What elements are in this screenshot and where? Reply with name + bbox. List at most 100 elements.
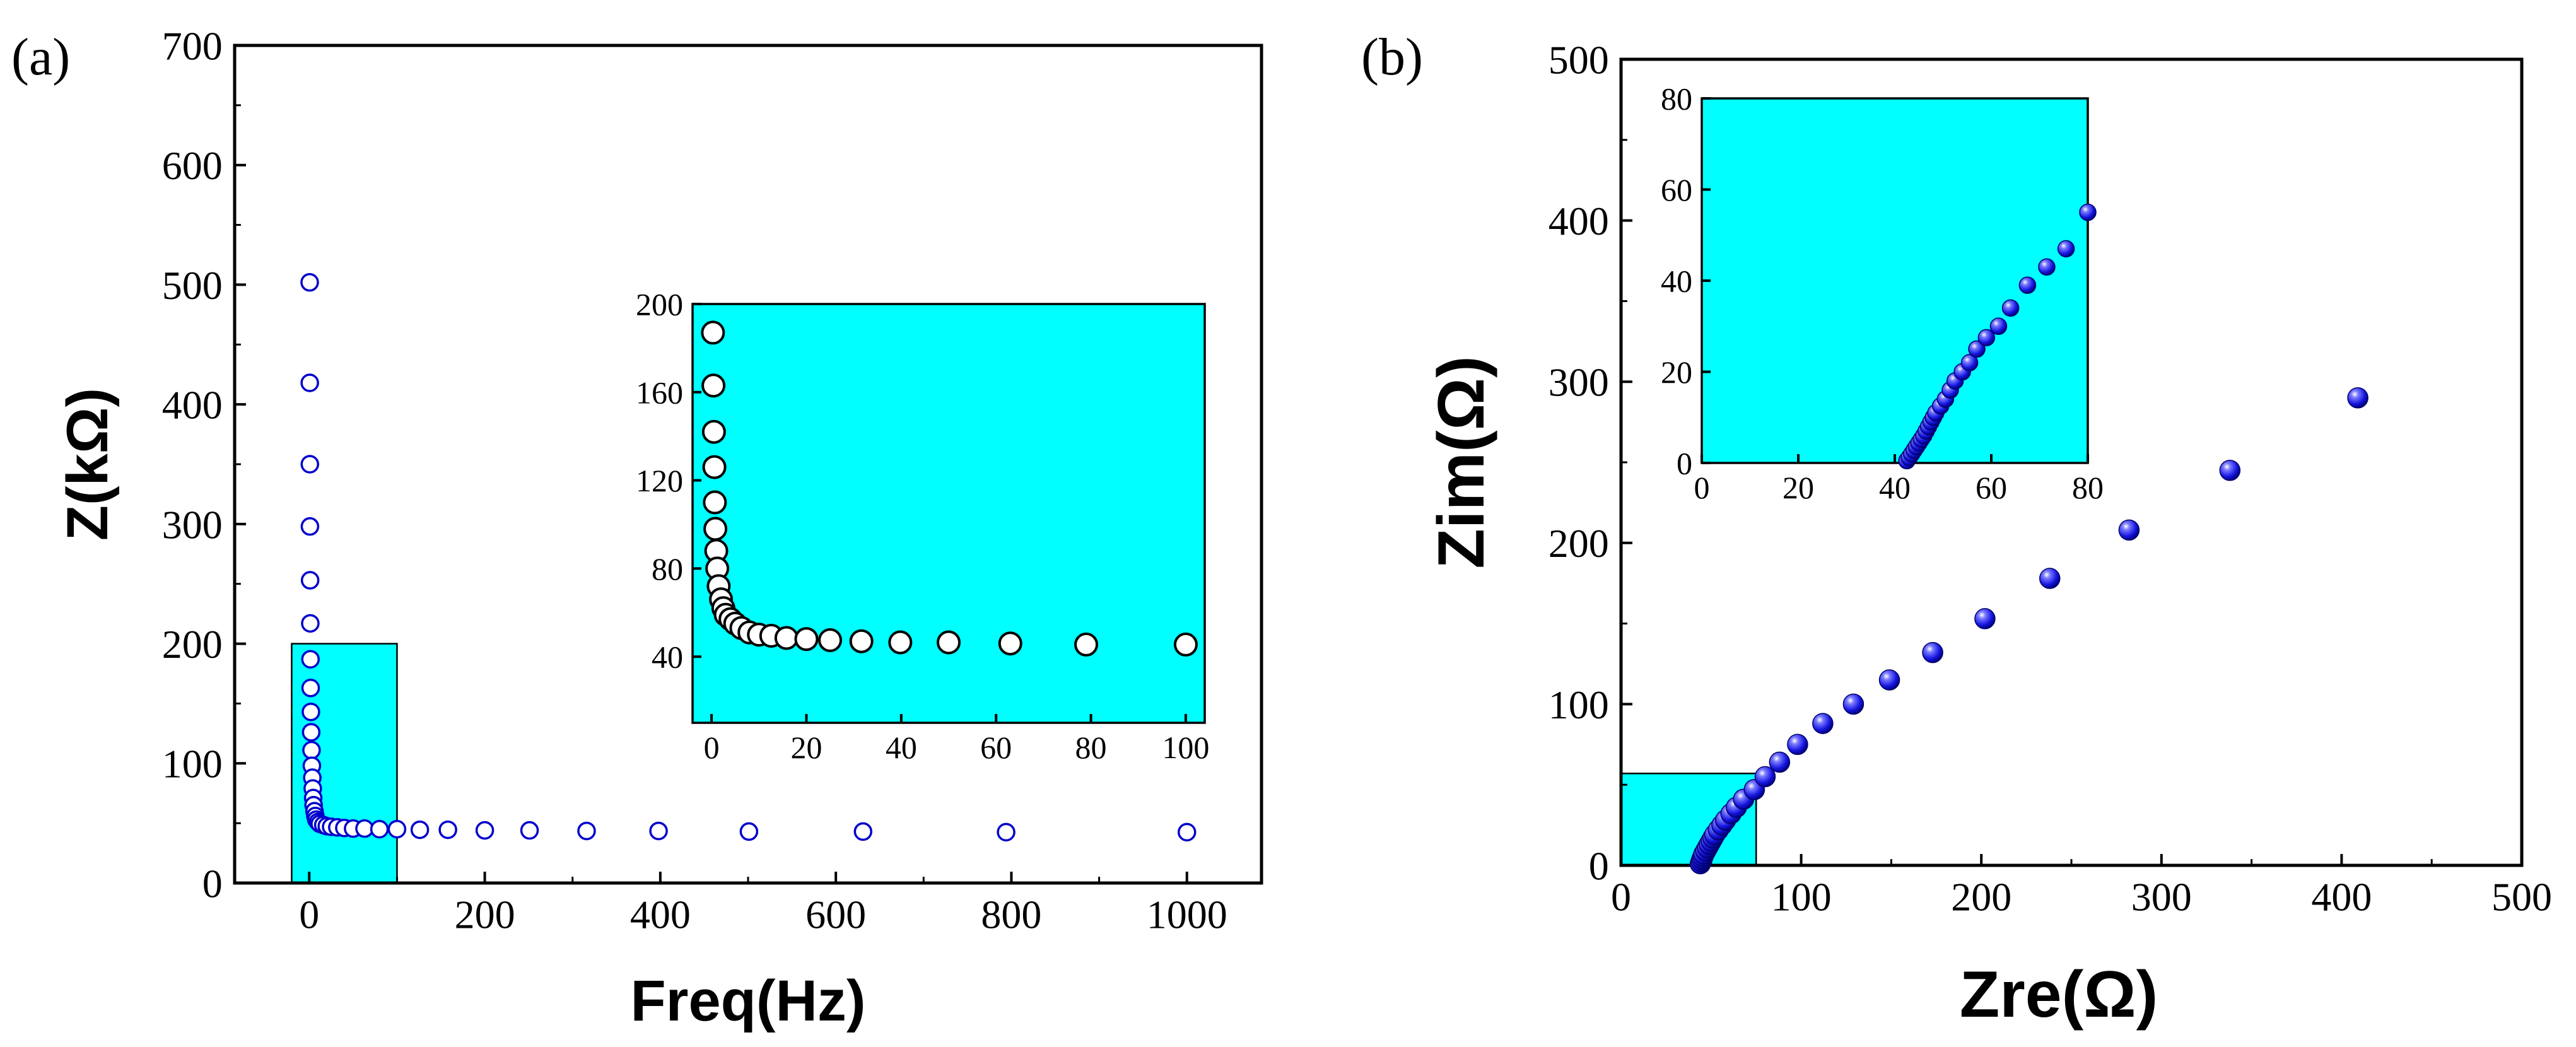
- b-x-tick-label: 0: [1611, 875, 1631, 920]
- a-point: [1177, 822, 1197, 842]
- a-inset-frame: [691, 303, 1206, 724]
- b-inset-x-tick-label: 60: [1976, 470, 2007, 505]
- a-inset-point: [888, 630, 913, 655]
- a-inset-point: [701, 419, 726, 444]
- a-point: [300, 571, 320, 590]
- b-inset-point: [1968, 340, 1986, 358]
- a-inset-x-tick-label: 40: [886, 730, 917, 765]
- b-y-tick-label: 500: [1549, 37, 1609, 82]
- a-y-tick-label: 400: [162, 383, 223, 428]
- b-y-tick-label: 200: [1549, 521, 1609, 566]
- b-y-tick-label: 0: [1589, 843, 1609, 888]
- a-point: [520, 821, 539, 840]
- a-point: [300, 272, 319, 292]
- b-inset-x-tick-label: 40: [1879, 470, 1911, 505]
- a-point: [300, 517, 320, 536]
- a-point: [475, 821, 495, 840]
- b-point: [1787, 734, 1808, 756]
- a-x-tick-label: 400: [630, 892, 691, 937]
- panel-a: 0 200 400 600 800 10000100200300400500600700F…: [56, 23, 1263, 1033]
- a-point: [410, 820, 430, 839]
- a-inset-point: [818, 628, 843, 652]
- a-x-tick-label: 600: [805, 892, 866, 937]
- a-point: [302, 702, 320, 722]
- b-inset-point: [2057, 240, 2075, 258]
- b-y-tick-label: 100: [1549, 682, 1609, 727]
- b-inset-x-tick-label: 0: [1694, 470, 1710, 505]
- b-inset-point: [2018, 276, 2037, 294]
- b-inset-y-tick-label: 60: [1661, 172, 1692, 208]
- b-point: [2219, 460, 2241, 481]
- a-inset-y-tick-label: 160: [636, 375, 683, 410]
- b-inset-point: [1977, 329, 1996, 347]
- a-inset-point: [702, 455, 727, 479]
- a-inset-point: [701, 320, 725, 345]
- panel-label-a: (a): [11, 28, 70, 86]
- b-inset-y-tick-label: 80: [1661, 81, 1692, 117]
- a-inset-x-tick-label: 80: [1075, 730, 1107, 765]
- b-y-tick-label: 400: [1549, 199, 1609, 243]
- b-point: [1812, 713, 1834, 734]
- a-inset-y-tick-label: 80: [652, 551, 683, 587]
- a-point: [300, 455, 319, 474]
- b-inset-y-tick-label: 20: [1661, 354, 1692, 390]
- a-y-tick-label: 500: [162, 263, 223, 308]
- a-point: [300, 373, 319, 392]
- a-point: [649, 821, 668, 841]
- a-x-tick-label: 0: [299, 892, 319, 937]
- a-x-axis-label: Freq(Hz): [630, 969, 865, 1033]
- b-x-tick-label: 300: [2131, 875, 2192, 920]
- a-inset-x-tick-label: 0: [704, 730, 720, 765]
- b-x-tick-label: 100: [1771, 875, 1832, 920]
- a-inset-x-tick-label: 100: [1162, 730, 1209, 765]
- panel-label-b: (b): [1361, 28, 1423, 86]
- a-inset-y-tick-label: 120: [636, 463, 683, 498]
- a-y-tick-label: 0: [202, 861, 223, 906]
- b-inset-x-tick-label: 20: [1783, 470, 1814, 505]
- a-y-axis-label: Z(kΩ): [56, 388, 120, 541]
- a-inset-point: [1074, 632, 1099, 657]
- b-point: [1922, 641, 1943, 664]
- b-inset-point: [2001, 299, 2020, 317]
- b-inset-point: [2079, 203, 2097, 221]
- a-point: [997, 822, 1016, 842]
- a-point: [301, 679, 320, 698]
- b-x-tick-label: 500: [2491, 875, 2552, 920]
- a-inset-point: [794, 627, 819, 652]
- b-point: [1769, 751, 1791, 773]
- a-y-tick-label: 600: [162, 143, 223, 188]
- a-y-tick-label: 300: [162, 502, 223, 547]
- b-point: [1842, 693, 1865, 715]
- b-point: [1754, 766, 1776, 788]
- b-inset-point: [1989, 317, 2008, 335]
- b-point: [2347, 387, 2368, 409]
- b-inset-x-tick-label: 80: [2072, 470, 2104, 505]
- b-x-axis-label: Zre(Ω): [1960, 958, 2158, 1031]
- a-inset-point: [998, 631, 1022, 656]
- a-x-tick-label: 800: [981, 892, 1041, 937]
- b-y-axis-label: Zim(Ω): [1425, 356, 1498, 569]
- b-point: [2118, 519, 2140, 541]
- b-point: [1974, 608, 1996, 629]
- a-y-tick-label: 200: [162, 622, 223, 667]
- a-inset-point: [703, 517, 728, 541]
- a-point: [302, 740, 321, 760]
- a-inset-x-tick-label: 60: [980, 730, 1012, 765]
- a-point: [438, 820, 457, 839]
- a-inset-point: [701, 373, 726, 398]
- a-point: [577, 821, 596, 841]
- b-point: [1878, 669, 1900, 691]
- a-point: [370, 819, 389, 839]
- b-inset-point: [2038, 258, 2056, 276]
- a-point: [387, 819, 407, 839]
- b-point: [2039, 568, 2061, 589]
- a-x-tick-label: 200: [455, 892, 515, 937]
- a-inset-y-tick-label: 40: [652, 640, 683, 675]
- a-y-tick-label: 100: [162, 742, 223, 787]
- a-inset-point: [1173, 632, 1198, 657]
- a-inset-y-tick-label: 200: [636, 287, 683, 322]
- a-y-tick-label: 700: [162, 23, 223, 68]
- a-inset-point: [937, 630, 961, 655]
- b-y-tick-label: 300: [1549, 360, 1609, 405]
